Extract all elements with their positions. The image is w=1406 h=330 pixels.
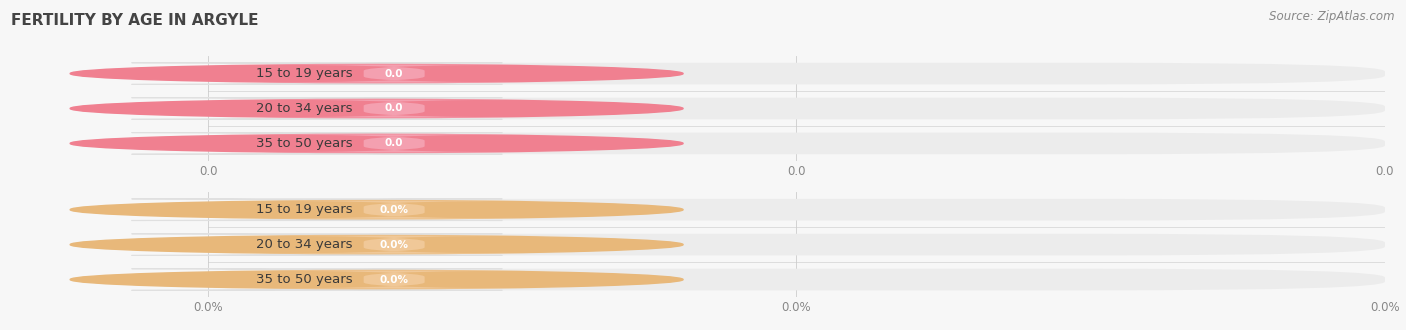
Text: 0.0%: 0.0% (380, 240, 409, 249)
Circle shape (70, 64, 683, 82)
Circle shape (70, 134, 683, 152)
Text: 35 to 50 years: 35 to 50 years (256, 137, 352, 150)
Text: 0.0: 0.0 (385, 104, 404, 114)
FancyBboxPatch shape (212, 64, 575, 82)
Circle shape (70, 236, 683, 254)
FancyBboxPatch shape (208, 133, 1385, 154)
FancyBboxPatch shape (212, 271, 575, 289)
Text: 20 to 34 years: 20 to 34 years (256, 102, 352, 115)
FancyBboxPatch shape (208, 269, 1385, 290)
FancyBboxPatch shape (132, 98, 502, 119)
FancyBboxPatch shape (132, 234, 502, 255)
FancyBboxPatch shape (132, 133, 502, 154)
Circle shape (70, 271, 683, 289)
Text: 0.0: 0.0 (385, 138, 404, 148)
Text: FERTILITY BY AGE IN ARGYLE: FERTILITY BY AGE IN ARGYLE (11, 13, 259, 28)
FancyBboxPatch shape (208, 234, 1385, 255)
FancyBboxPatch shape (208, 98, 1385, 119)
FancyBboxPatch shape (132, 63, 502, 84)
Text: 15 to 19 years: 15 to 19 years (256, 203, 352, 216)
FancyBboxPatch shape (212, 236, 575, 254)
Text: 0.0%: 0.0% (380, 275, 409, 284)
FancyBboxPatch shape (212, 201, 575, 219)
FancyBboxPatch shape (132, 269, 502, 290)
Text: 0.0: 0.0 (385, 69, 404, 79)
FancyBboxPatch shape (208, 63, 1385, 84)
FancyBboxPatch shape (208, 199, 1385, 220)
FancyBboxPatch shape (212, 134, 575, 152)
FancyBboxPatch shape (132, 199, 502, 220)
Text: 20 to 34 years: 20 to 34 years (256, 238, 352, 251)
Circle shape (70, 99, 683, 117)
Text: 15 to 19 years: 15 to 19 years (256, 67, 352, 80)
Text: 35 to 50 years: 35 to 50 years (256, 273, 352, 286)
Text: Source: ZipAtlas.com: Source: ZipAtlas.com (1270, 10, 1395, 23)
FancyBboxPatch shape (212, 99, 575, 117)
Circle shape (70, 201, 683, 219)
Text: 0.0%: 0.0% (380, 205, 409, 215)
